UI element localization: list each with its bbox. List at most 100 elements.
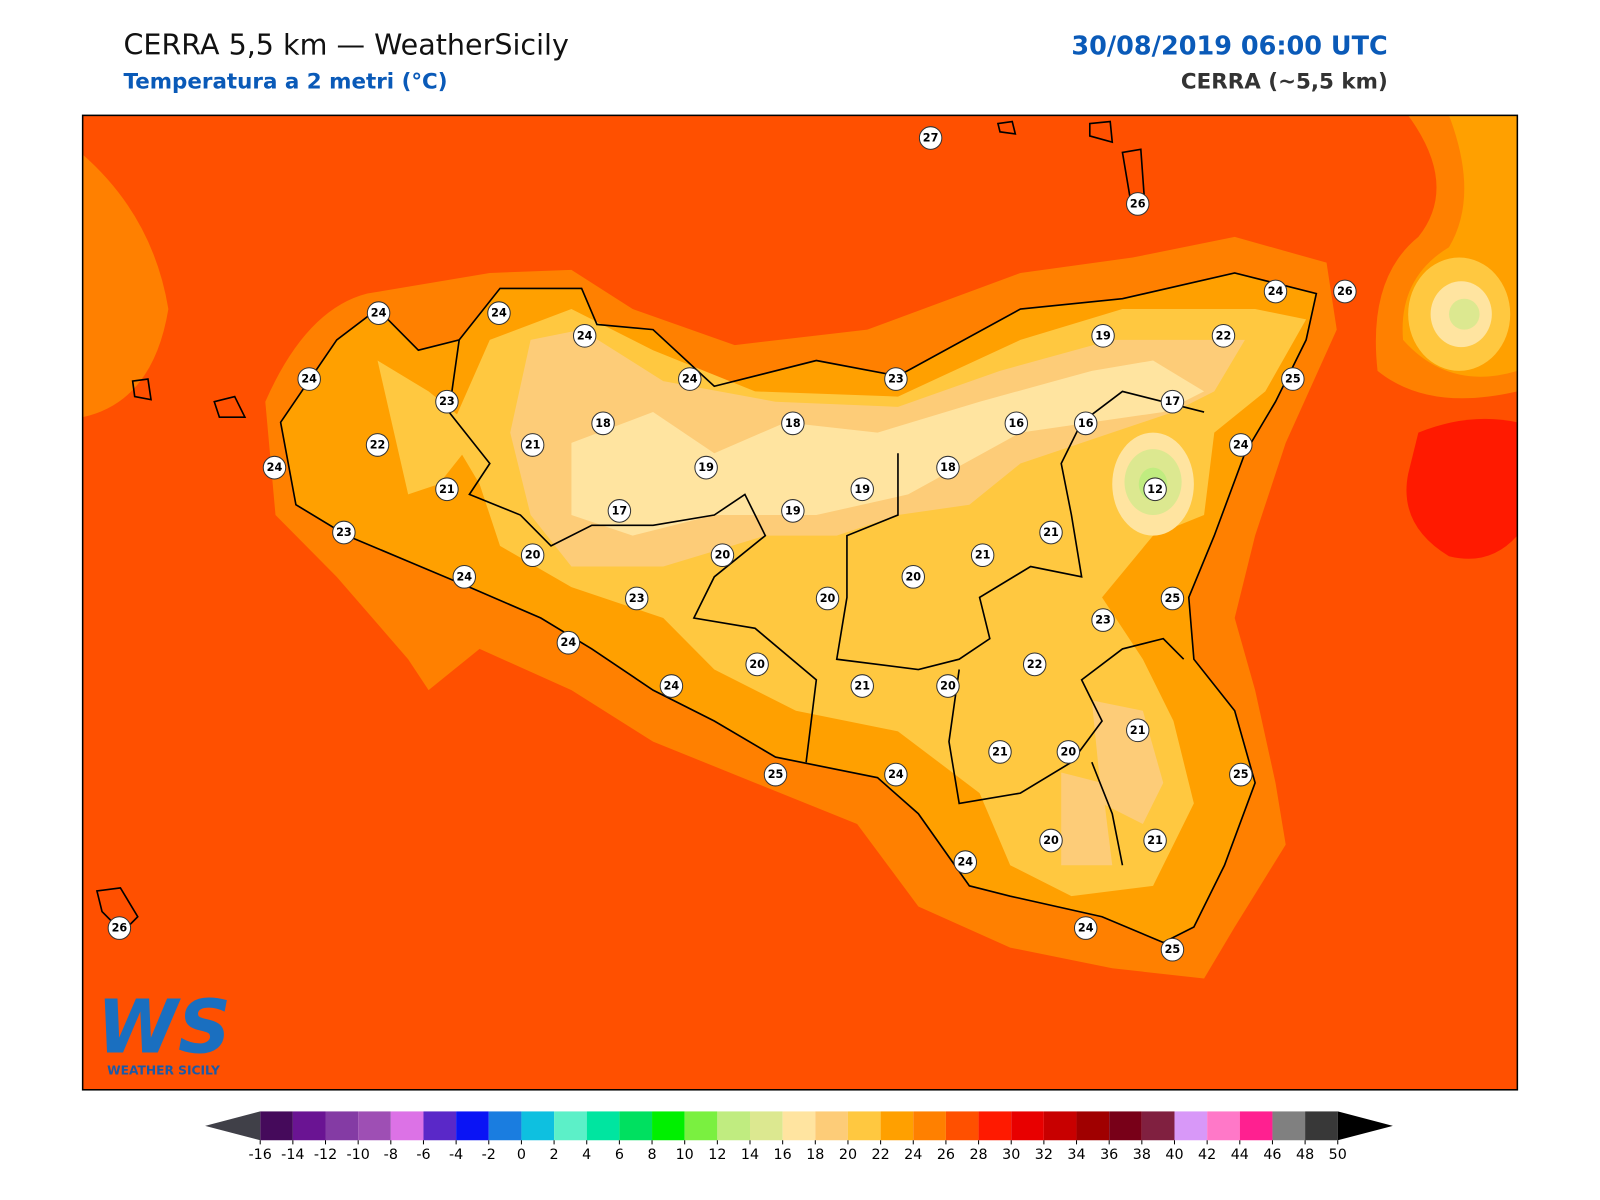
colorbar-tick-label: 12 [708, 1147, 726, 1163]
station-value: 18 [940, 461, 956, 474]
station-value: 21 [439, 483, 455, 496]
station-value: 25 [768, 768, 784, 781]
station-value: 20 [940, 679, 956, 692]
logo-mark: WS [97, 984, 231, 1070]
station-value: 19 [698, 461, 714, 474]
station-marker [1073, 411, 1098, 436]
colorbar-tick-label: 16 [774, 1147, 792, 1163]
station-marker [1126, 192, 1150, 216]
station-value: 24 [456, 570, 472, 583]
coastline [279, 272, 1318, 944]
station-value: 23 [1095, 614, 1111, 627]
colorbar-segment [978, 1111, 1012, 1141]
logo: WS WEATHER SICILY [97, 984, 231, 1077]
colorbar-tick-label: 4 [582, 1147, 591, 1163]
station-marker [332, 520, 356, 545]
colorbar-segment [292, 1111, 326, 1141]
station-value: 22 [1027, 658, 1043, 671]
province-borders [448, 339, 1205, 866]
station-marker [815, 586, 840, 611]
station-value: 21 [992, 745, 1008, 758]
colorbar-segment [554, 1111, 587, 1141]
station-marker [366, 301, 391, 325]
station-marker [591, 411, 615, 436]
station-value: 25 [1165, 943, 1181, 956]
station-marker [1004, 411, 1029, 436]
station-marker [710, 543, 735, 568]
station-marker [1056, 740, 1081, 764]
station-value: 23 [888, 373, 904, 386]
station-value: 24 [682, 373, 698, 386]
colorbar-segment [880, 1111, 914, 1141]
colorbar-tick-label: 50 [1329, 1147, 1347, 1163]
colorbar-tick-label: 0 [517, 1147, 526, 1163]
colorbar-tick-label: -14 [281, 1147, 304, 1163]
colorbar-segment [456, 1111, 489, 1141]
station-marker [262, 455, 287, 480]
colorbar-tick-label: -4 [449, 1147, 463, 1163]
logo-caption: WEATHER SICILY [107, 1063, 221, 1077]
colorbar-segment [782, 1111, 816, 1141]
station-marker [1091, 323, 1115, 348]
station-marker [1160, 586, 1185, 611]
station-value: 20 [905, 570, 921, 583]
station-marker [1039, 828, 1063, 853]
colorbar-segment [1141, 1111, 1175, 1141]
colorbar-tick-label: -16 [249, 1147, 272, 1163]
station-marker [1229, 433, 1253, 457]
station-marker [781, 411, 805, 436]
colorbar-segment [913, 1111, 946, 1141]
station-marker [520, 543, 545, 568]
colorbar-segment [423, 1111, 457, 1141]
station-marker [435, 477, 459, 502]
colorbar-tick-label: 30 [1002, 1147, 1020, 1163]
station-marker [850, 477, 874, 502]
station-value: 20 [715, 549, 731, 562]
colorbar-segment [1272, 1111, 1306, 1141]
station-marker [850, 674, 874, 698]
colorbar-tick-label: 32 [1035, 1147, 1053, 1163]
colorbar-tick-label: -6 [416, 1147, 430, 1163]
colorbar-tick-label: 8 [647, 1147, 656, 1163]
station-marker [884, 367, 908, 391]
field-band [571, 360, 1205, 536]
colorbar-segment [1239, 1111, 1273, 1141]
station-marker [678, 367, 702, 391]
station-value: 24 [267, 461, 283, 474]
station-marker [745, 652, 769, 677]
colorbar-segment [945, 1111, 979, 1141]
station-marker [452, 564, 477, 589]
station-value: 17 [612, 504, 628, 517]
colorbar-segment [1076, 1111, 1110, 1141]
station-labels: 27 26 24 24 24 24 23 24 23 19 22 24 26 25 17 22 21 18 18 16… [107, 126, 1357, 962]
station-value: 21 [1043, 526, 1059, 539]
title: CERRA 5,5 km — WeatherSicily [123, 27, 568, 61]
station-value: 16 [1078, 417, 1094, 430]
station-marker [970, 543, 995, 568]
station-marker [365, 433, 390, 457]
colorbar-tick-label: 46 [1263, 1147, 1281, 1163]
station-value: 24 [561, 636, 577, 649]
station-value: 22 [370, 438, 386, 451]
station-value: 23 [439, 395, 455, 408]
station-marker [763, 762, 788, 787]
station-value: 18 [595, 417, 611, 430]
field-band [1448, 298, 1480, 330]
subtitle: Temperatura a 2 metri (°C) [123, 69, 447, 94]
station-value: 24 [491, 307, 507, 320]
colorbar-segment [1043, 1111, 1077, 1141]
colorbar-segment [619, 1111, 653, 1141]
colorbar-tick-label: 34 [1067, 1147, 1085, 1163]
colorbar-segment [847, 1111, 881, 1141]
station-value: 25 [1165, 592, 1181, 605]
datetime: 30/08/2019 06:00 UTC [1071, 31, 1387, 61]
station-marker [1143, 828, 1167, 853]
colorbar-over [1337, 1111, 1393, 1141]
station-value: 16 [1009, 417, 1025, 430]
station-value: 18 [785, 417, 801, 430]
station-marker [1263, 279, 1288, 304]
colorbar-tick-label: 40 [1165, 1147, 1183, 1163]
station-marker [1022, 652, 1047, 677]
